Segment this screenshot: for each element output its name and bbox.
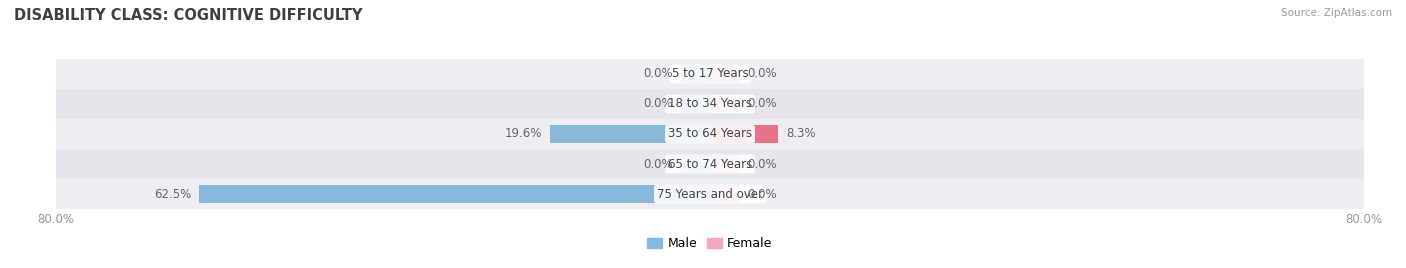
- Bar: [56, 179, 1364, 209]
- Text: DISABILITY CLASS: COGNITIVE DIFFICULTY: DISABILITY CLASS: COGNITIVE DIFFICULTY: [14, 8, 363, 23]
- Text: 0.0%: 0.0%: [747, 188, 776, 200]
- Text: 0.0%: 0.0%: [644, 68, 673, 80]
- Bar: [56, 119, 1364, 149]
- Bar: [710, 65, 738, 83]
- Text: 0.0%: 0.0%: [747, 158, 776, 170]
- Bar: [550, 125, 710, 143]
- Text: 75 Years and over: 75 Years and over: [657, 188, 763, 200]
- Bar: [710, 185, 738, 203]
- Bar: [200, 185, 710, 203]
- Legend: Male, Female: Male, Female: [643, 232, 778, 255]
- Text: 0.0%: 0.0%: [747, 98, 776, 110]
- Bar: [710, 125, 778, 143]
- Text: 18 to 34 Years: 18 to 34 Years: [668, 98, 752, 110]
- Text: 8.3%: 8.3%: [786, 128, 815, 140]
- Text: 0.0%: 0.0%: [644, 98, 673, 110]
- Text: Source: ZipAtlas.com: Source: ZipAtlas.com: [1281, 8, 1392, 18]
- Text: 19.6%: 19.6%: [505, 128, 541, 140]
- Bar: [56, 59, 1364, 89]
- Bar: [56, 89, 1364, 119]
- Bar: [710, 95, 738, 113]
- Text: 65 to 74 Years: 65 to 74 Years: [668, 158, 752, 170]
- Text: 0.0%: 0.0%: [747, 68, 776, 80]
- Bar: [56, 149, 1364, 179]
- Bar: [682, 155, 710, 173]
- Text: 0.0%: 0.0%: [644, 158, 673, 170]
- Bar: [710, 155, 738, 173]
- Text: 62.5%: 62.5%: [153, 188, 191, 200]
- Text: 5 to 17 Years: 5 to 17 Years: [672, 68, 748, 80]
- Text: 35 to 64 Years: 35 to 64 Years: [668, 128, 752, 140]
- Bar: [682, 65, 710, 83]
- Bar: [682, 95, 710, 113]
